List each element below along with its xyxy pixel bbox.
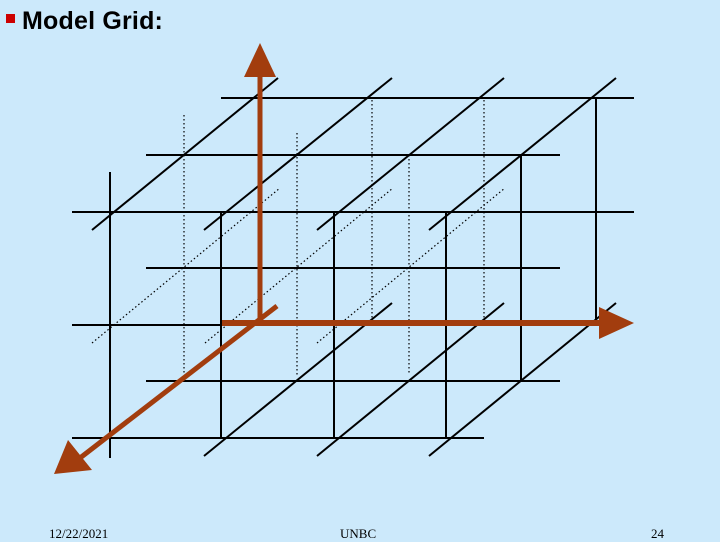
coordinate-axes: [54, 43, 634, 474]
diagonal-axis-arrow: [54, 306, 277, 474]
grid-dotted-lines: [92, 100, 505, 375]
horizontal-axis-arrow: [222, 307, 634, 339]
